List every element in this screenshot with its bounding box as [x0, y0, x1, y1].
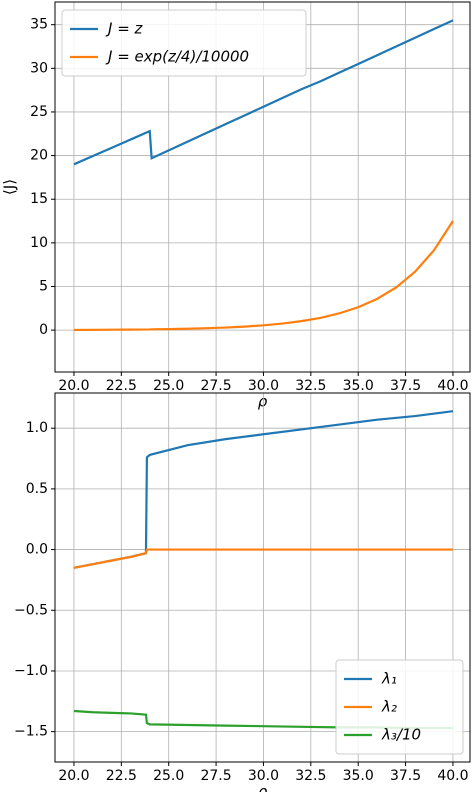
- y-tick-label: 0: [39, 322, 48, 338]
- x-tick-label: 37.5: [390, 378, 421, 394]
- legend-box: [335, 659, 464, 755]
- legend-box: [61, 9, 307, 77]
- y-tick-label: 1.0: [26, 420, 48, 436]
- axes-frame: [54, 392, 471, 763]
- y-tick-label: 30: [30, 60, 48, 76]
- y-axis-label: ⟨J⟩: [1, 179, 19, 195]
- y-tick-label: 35: [30, 17, 48, 33]
- axes-frame: [54, 1, 471, 373]
- x-tick-label: 27.5: [200, 378, 231, 394]
- legend-label: λ₁: [381, 670, 397, 688]
- x-tick-label: 40.0: [437, 378, 468, 394]
- x-axis-label: ρ: [258, 393, 268, 411]
- x-tick-label: 22.5: [106, 768, 137, 784]
- x-tick-label: 27.5: [200, 768, 231, 784]
- legend: λ₁ λ₂ λ₃/10: [335, 659, 464, 755]
- x-tick-label: 20.0: [58, 768, 89, 784]
- line-series: [73, 548, 453, 569]
- y-tick-label: −1.0: [14, 663, 48, 679]
- x-tick-label: 20.0: [58, 378, 89, 394]
- x-axis-label: ρ: [258, 783, 268, 792]
- x-tick-label: 25.0: [153, 378, 184, 394]
- x-tick-label: 30.0: [248, 768, 279, 784]
- y-tick-label: 25: [30, 104, 48, 120]
- y-tick-label: 0.5: [26, 481, 48, 497]
- legend-label: λ₂: [381, 698, 397, 716]
- line-series: [73, 19, 454, 166]
- y-tick-label: 0.0: [26, 542, 48, 558]
- y-tick-label: 15: [30, 191, 48, 207]
- x-tick-label: 35.0: [343, 768, 374, 784]
- y-tick-label: 20: [30, 148, 48, 164]
- y-tick-label: −1.5: [14, 724, 48, 740]
- x-tick-label: 25.0: [153, 768, 184, 784]
- legend-label: λ₃/10: [381, 726, 421, 744]
- x-tick-label: 32.5: [295, 768, 326, 784]
- legend-label: J = z: [105, 20, 144, 38]
- y-tick-label: 10: [30, 235, 48, 251]
- legend-label: J = exp(z/4)/10000: [105, 48, 249, 66]
- legend: J = z J = exp(z/4)/10000: [61, 9, 307, 77]
- x-tick-label: 35.0: [343, 378, 374, 394]
- y-tick-label: −0.5: [14, 602, 48, 618]
- x-tick-label: 30.0: [248, 378, 279, 394]
- x-tick-label: 40.0: [437, 768, 468, 784]
- x-tick-label: 37.5: [390, 768, 421, 784]
- x-tick-label: 32.5: [295, 378, 326, 394]
- x-tick-label: 22.5: [106, 378, 137, 394]
- line-series: [73, 220, 454, 332]
- y-tick-label: 5: [39, 278, 48, 294]
